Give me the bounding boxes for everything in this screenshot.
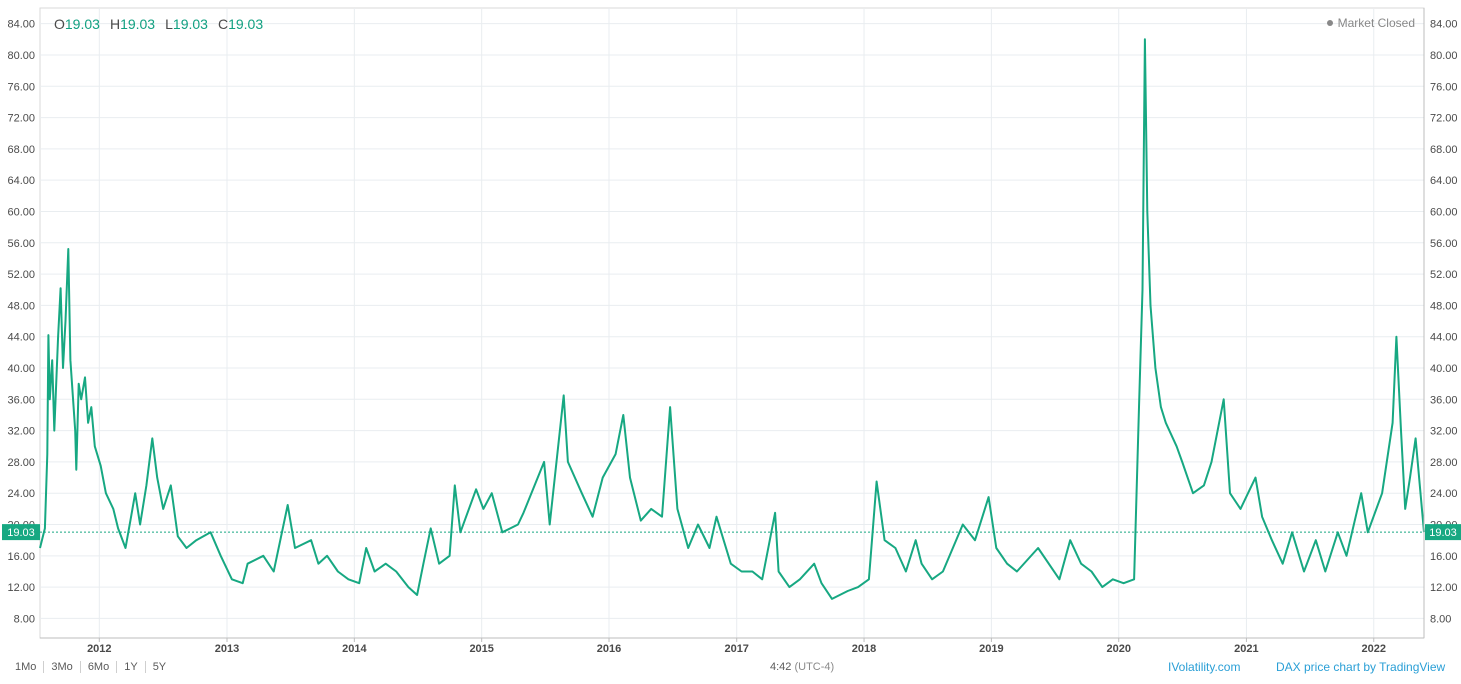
y-tick-label-left: 12.00	[7, 582, 35, 594]
y-tick-label-right: 32.00	[1430, 426, 1458, 438]
y-tick-label-right: 60.00	[1430, 206, 1458, 218]
x-tick-label: 2013	[215, 643, 239, 655]
y-tick-label-right: 84.00	[1430, 19, 1458, 31]
timezone-label: (UTC-4)	[794, 661, 835, 673]
volatility-series-line	[39, 38, 1425, 600]
y-tick-label-right: 68.00	[1430, 144, 1458, 156]
y-tick-label-left: 28.00	[7, 457, 35, 469]
y-tick-label-right: 80.00	[1430, 50, 1458, 62]
range-selector: 1Mo 3Mo 6Mo 1Y 5Y	[8, 661, 173, 673]
time-readout: 4:42 (UTC-4)	[770, 661, 834, 673]
y-tick-label-left: 32.00	[7, 426, 35, 438]
y-tick-label-left: 36.00	[7, 394, 35, 406]
y-tick-label-left: 84.00	[7, 19, 35, 31]
x-tick-label: 2018	[852, 643, 876, 655]
y-tick-label-right: 76.00	[1430, 81, 1458, 93]
y-tick-label-left: 16.00	[7, 551, 35, 563]
range-button-5y[interactable]: 5Y	[152, 661, 167, 673]
last-price-label-left: 19.03	[7, 527, 35, 539]
y-tick-label-right: 8.00	[1430, 613, 1451, 625]
y-tick-label-right: 12.00	[1430, 582, 1458, 594]
y-tick-label-left: 56.00	[7, 238, 35, 250]
y-tick-label-right: 24.00	[1430, 488, 1458, 500]
y-tick-label-left: 76.00	[7, 81, 35, 93]
ohlc-low: L19.03	[165, 16, 208, 32]
y-tick-label-left: 48.00	[7, 300, 35, 312]
range-button-6mo[interactable]: 6Mo	[81, 661, 118, 673]
clock-time: 4:42	[770, 661, 792, 673]
y-tick-label-left: 52.00	[7, 269, 35, 281]
y-tick-label-right: 52.00	[1430, 269, 1458, 281]
y-tick-label-left: 60.00	[7, 206, 35, 218]
y-tick-label-right: 44.00	[1430, 332, 1458, 344]
y-tick-label-left: 8.00	[14, 613, 35, 625]
y-tick-label-right: 56.00	[1430, 238, 1458, 250]
x-tick-label: 2017	[724, 643, 748, 655]
ohlc-legend: O19.03 H19.03 L19.03 C19.03	[54, 16, 263, 32]
y-tick-label-left: 80.00	[7, 50, 35, 62]
y-tick-label-left: 72.00	[7, 113, 35, 125]
range-button-1mo[interactable]: 1Mo	[8, 661, 45, 673]
y-tick-label-left: 64.00	[7, 175, 35, 187]
ohlc-open: O19.03	[54, 16, 100, 32]
x-tick-label: 2021	[1234, 643, 1258, 655]
market-status: Market Closed	[1326, 16, 1415, 30]
last-price-tag-left	[2, 524, 40, 541]
y-tick-label-right: 36.00	[1430, 394, 1458, 406]
x-tick-label: 2014	[342, 643, 367, 655]
x-tick-label: 2012	[87, 643, 111, 655]
y-tick-label-right: 64.00	[1430, 175, 1458, 187]
y-tick-label-right: 28.00	[1430, 457, 1458, 469]
y-tick-label-left: 40.00	[7, 363, 35, 375]
y-tick-label-left: 24.00	[7, 488, 35, 500]
y-tick-label-left: 68.00	[7, 144, 35, 156]
x-tick-label: 2022	[1362, 643, 1386, 655]
range-button-1y[interactable]: 1Y	[117, 661, 146, 673]
last-price-label-right: 19.03	[1429, 527, 1457, 539]
ohlc-high: H19.03	[109, 16, 156, 32]
x-tick-label: 2015	[469, 643, 493, 655]
x-tick-label: 2019	[979, 643, 1003, 655]
y-tick-label-right: 72.00	[1430, 113, 1458, 125]
ohlc-close: C19.03	[217, 16, 264, 32]
y-tick-label-right: 40.00	[1430, 363, 1458, 375]
y-tick-label-right: 48.00	[1430, 300, 1458, 312]
status-dot-icon	[1326, 20, 1333, 26]
y-tick-label-right: 16.00	[1430, 551, 1458, 563]
tradingview-credit-link[interactable]: DAX price chart by TradingView	[1276, 660, 1446, 674]
market-status-label: Market Closed	[1337, 16, 1415, 30]
range-button-3mo[interactable]: 3Mo	[44, 661, 81, 673]
x-tick-label: 2016	[597, 643, 621, 655]
last-price-tag-right	[1425, 524, 1461, 541]
x-tick-label: 2020	[1106, 643, 1130, 655]
y-tick-label-left: 44.00	[7, 332, 35, 344]
ivolatility-link[interactable]: IVolatility.com	[1168, 660, 1241, 674]
